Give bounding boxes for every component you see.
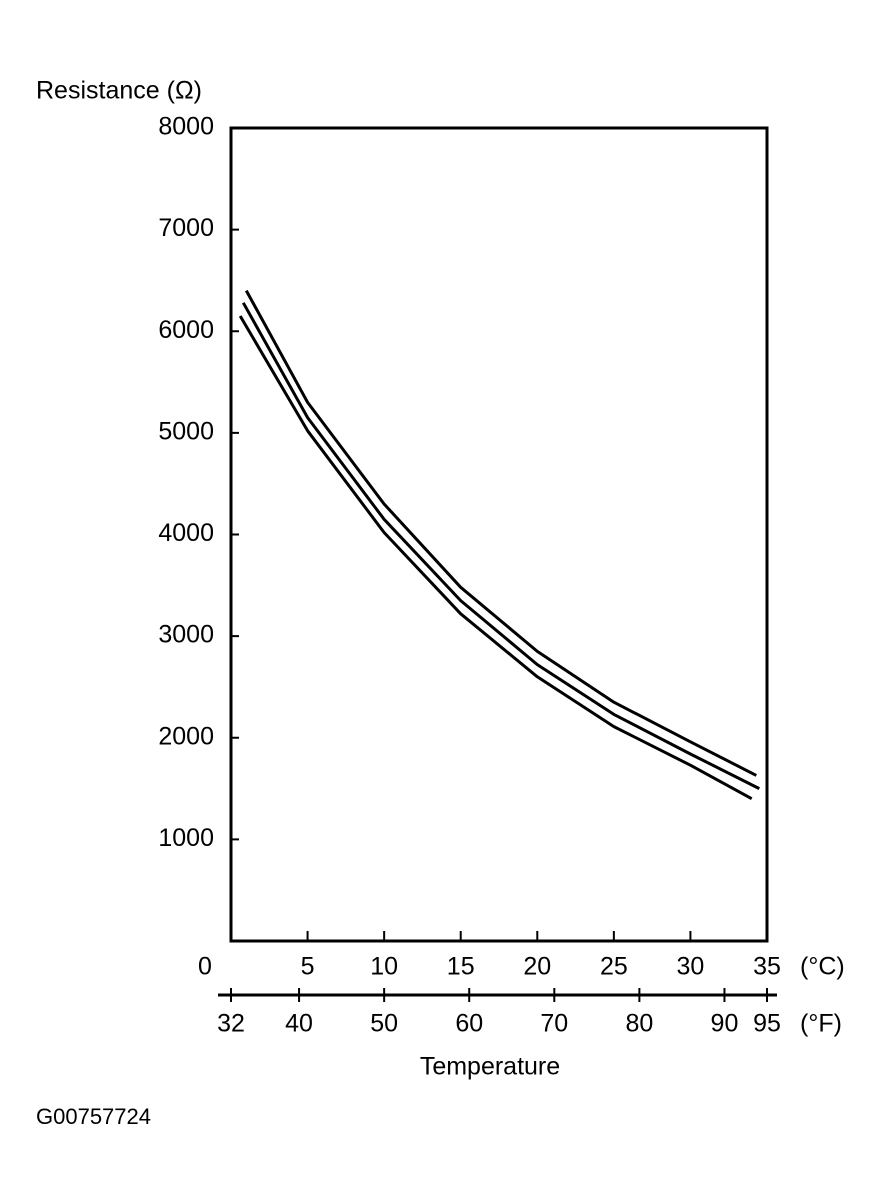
x-tick-label: 5 [301,953,315,981]
x-tick-label: 15 [447,953,475,981]
y-tick-label: 5000 [158,417,214,445]
x2-tick-label: 80 [625,1010,653,1038]
x-tick-label: 20 [523,953,551,981]
curve [244,289,757,777]
y-tick-label: 6000 [158,316,214,344]
x-axis-label: Temperature [420,1053,560,1081]
x-tick-label: 35 [753,953,781,981]
figure-id: G00757724 [36,1104,151,1129]
y-tick-label: 8000 [158,113,214,141]
x2-unit: (°F) [800,1010,842,1038]
x2-tick-label: 70 [540,1010,568,1038]
x-tick-label: 25 [600,953,628,981]
x2-tick-label: 90 [711,1010,739,1038]
y-tick-label: 7000 [158,214,214,242]
curve [238,315,753,801]
x-tick-label: 30 [677,953,705,981]
y-tick-label: 1000 [158,824,214,852]
x2-tick-label: 60 [455,1010,483,1038]
x2-tick-label: 32 [217,1010,245,1038]
x-unit: (°C) [800,953,845,981]
x2-tick-label: 40 [285,1010,313,1038]
x2-tick-label: 95 [753,1010,781,1038]
x2-tick-label: 50 [370,1010,398,1038]
x-tick-label: 0 [198,953,212,981]
curve [241,302,760,790]
plot-frame [229,126,769,943]
y-tick-label: 4000 [158,519,214,547]
y-tick-label: 2000 [158,722,214,750]
x-tick-label: 10 [370,953,398,981]
y-tick-label: 3000 [158,621,214,649]
y-axis-label: Resistance (Ω) [36,77,202,105]
